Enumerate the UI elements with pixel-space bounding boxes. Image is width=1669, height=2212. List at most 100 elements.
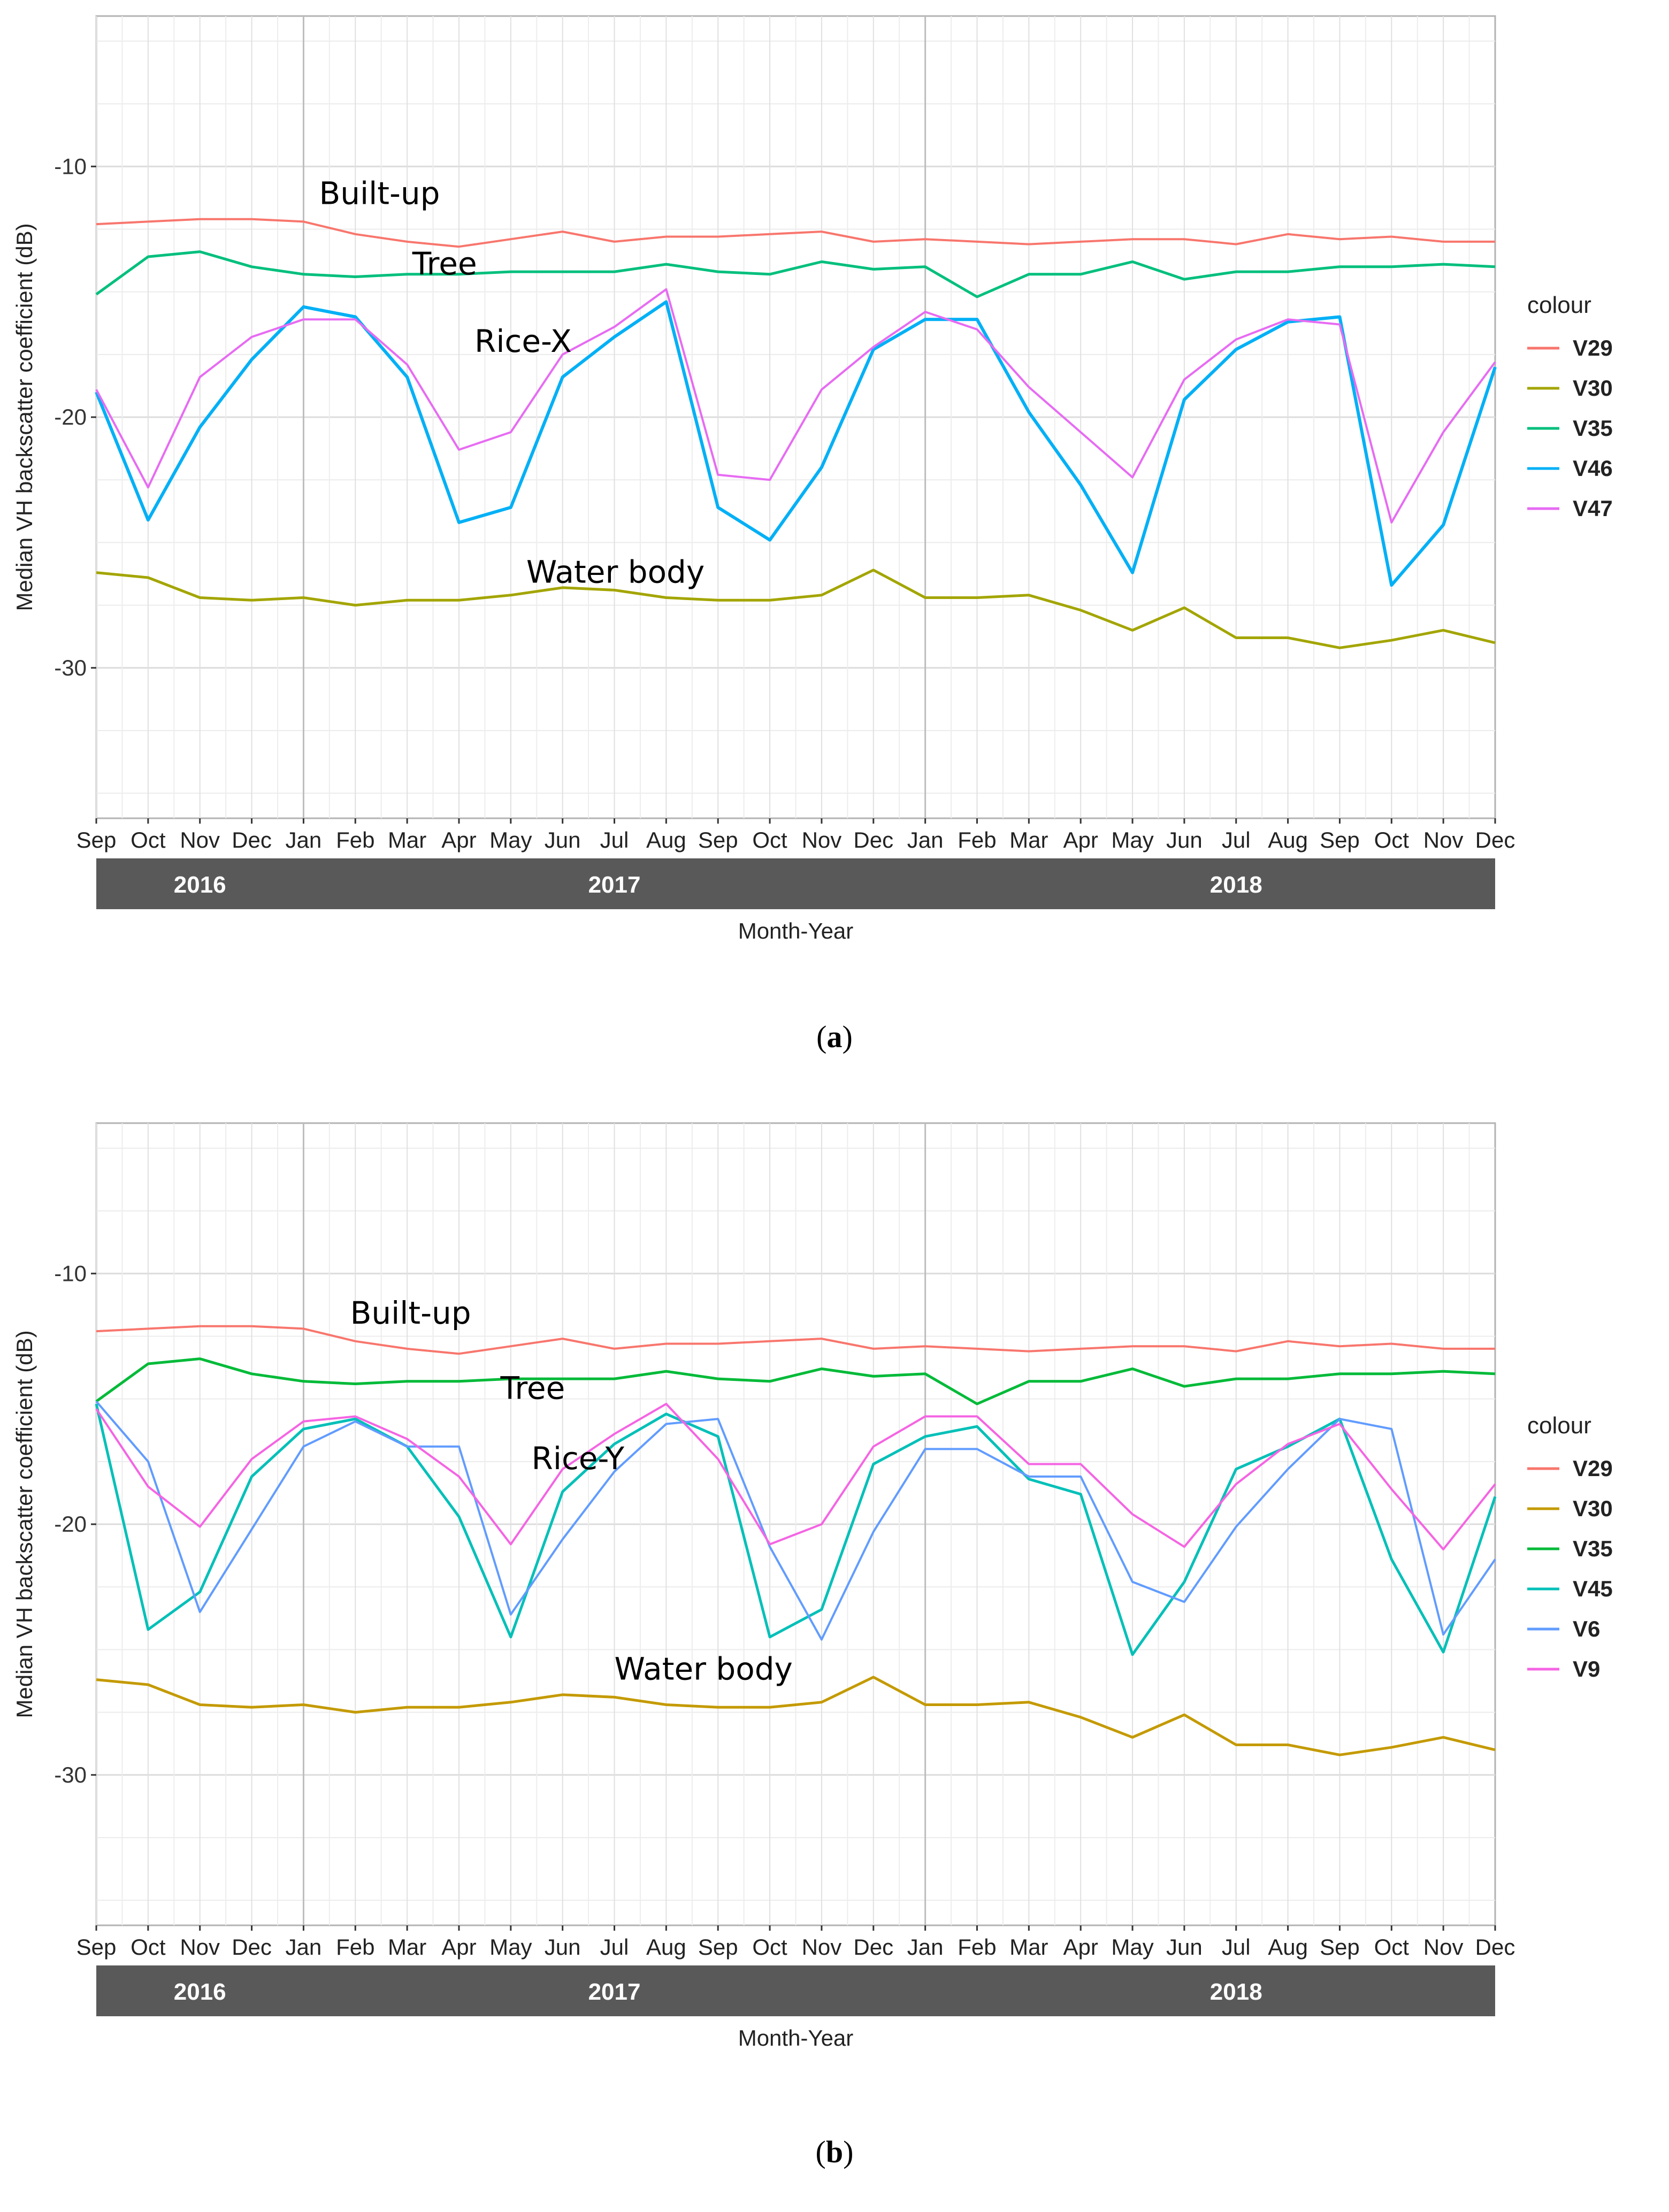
x-tick-label: Sep xyxy=(76,827,117,852)
chart-panel-b: -10 -20 -30 Sep Oct Nov Dec Jan Feb Mar Apr May Jun J… xyxy=(0,1107,1669,2070)
series-line-v30 xyxy=(96,569,1496,649)
x-tick-label: Dec xyxy=(232,1934,272,1960)
year-band-label: 2017 xyxy=(588,1979,641,2005)
x-tick-label: Oct xyxy=(131,1934,166,1960)
chart-panel-a: -10 -20 -30 Sep Oct Nov Dec Jan Feb Mar Apr May Jun J… xyxy=(0,0,1669,963)
series-line-v29 xyxy=(96,1325,1495,1355)
x-tick-label: Sep xyxy=(698,827,738,852)
line-chart-b: -10 -20 -30 Sep Oct Nov Dec Jan Feb Mar Apr May Jun J… xyxy=(12,1122,1613,2050)
series-line-v35 xyxy=(95,1357,1496,1405)
x-tick-label: Nov xyxy=(180,827,220,852)
x-tick-label: Apr xyxy=(1063,827,1098,852)
x-tick-label: May xyxy=(1111,827,1153,852)
legend-label-v35: V35 xyxy=(1573,1536,1613,1561)
y-tick-label: -10 xyxy=(54,1261,87,1286)
series-line-v46 xyxy=(95,300,1497,587)
x-tick-label: Oct xyxy=(752,827,787,852)
legend-label-v9: V9 xyxy=(1573,1656,1600,1681)
annotation-built-up: Built-up xyxy=(350,1295,471,1331)
series-line-v35 xyxy=(95,250,1496,298)
x-tick-label: May xyxy=(489,1934,532,1960)
x-tick-label: Sep xyxy=(698,1934,738,1960)
x-tick-label: Mar xyxy=(1009,827,1048,852)
x-tick-label: Sep xyxy=(1320,827,1360,852)
x-tick-label: Aug xyxy=(1268,827,1308,852)
x-tick-label: Sep xyxy=(76,1934,117,1960)
legend-label-v29: V29 xyxy=(1573,335,1613,360)
x-tick-label: Nov xyxy=(1423,827,1464,852)
y-axis-title: Median VH backscatter coefficient (dB) xyxy=(12,223,37,611)
x-tick-label: Mar xyxy=(1009,1934,1048,1960)
y-tick-label: -20 xyxy=(54,404,87,429)
x-tick-label: Feb xyxy=(336,827,374,852)
x-tick-label: Nov xyxy=(802,1934,842,1960)
x-tick-label: Oct xyxy=(752,1934,787,1960)
legend-label-v30: V30 xyxy=(1573,375,1613,401)
legend-label-v45: V45 xyxy=(1573,1576,1613,1601)
x-axis-title: Month-Year xyxy=(738,2025,854,2050)
x-tick-label: Jun xyxy=(1166,1934,1203,1960)
x-tick-label: Aug xyxy=(646,1934,686,1960)
series-line-v6 xyxy=(95,1400,1496,1641)
annotation-rice-y: Rice-Y xyxy=(532,1440,625,1477)
x-tick-label: Jun xyxy=(1166,827,1203,852)
annotation-tree: Tree xyxy=(412,245,477,282)
x-tick-label: Aug xyxy=(1268,1934,1308,1960)
x-tick-label: Dec xyxy=(1475,1934,1515,1960)
series-line-v30 xyxy=(96,1676,1496,1756)
legend-label-v35: V35 xyxy=(1573,416,1613,441)
x-tick-label: Jul xyxy=(1222,827,1251,852)
y-tick-label: -20 xyxy=(54,1511,87,1537)
x-tick-label: Feb xyxy=(958,1934,996,1960)
annotation-rice-x: Rice-X xyxy=(474,323,572,359)
year-band xyxy=(96,1965,1495,2016)
x-tick-label: Dec xyxy=(853,1934,893,1960)
x-axis-title: Month-Year xyxy=(738,918,854,943)
x-tick-label: Apr xyxy=(441,1934,476,1960)
y-axis-title: Median VH backscatter coefficient (dB) xyxy=(12,1330,37,1718)
series-line-v45 xyxy=(95,1403,1497,1656)
legend-label-v47: V47 xyxy=(1573,496,1613,521)
legend-label-v46: V46 xyxy=(1573,456,1613,481)
x-tick-label: Oct xyxy=(1374,1934,1410,1960)
x-tick-label: May xyxy=(489,827,532,852)
year-band xyxy=(96,858,1495,909)
annotation-water-body: Water body xyxy=(526,554,705,590)
y-tick-label: -10 xyxy=(54,153,87,179)
y-tick-label: -30 xyxy=(54,1762,87,1787)
x-tick-label: May xyxy=(1111,1934,1153,1960)
panel-caption-b: (b) xyxy=(815,2134,854,2169)
year-band-label: 2017 xyxy=(588,872,641,898)
x-tick-label: Apr xyxy=(1063,1934,1098,1960)
legend-label-v29: V29 xyxy=(1573,1456,1613,1481)
legend-label-v6: V6 xyxy=(1573,1616,1600,1641)
x-tick-label: Jan xyxy=(907,827,944,852)
x-tick-label: Dec xyxy=(853,827,893,852)
line-chart-a: -10 -20 -30 Sep Oct Nov Dec Jan Feb Mar Apr May Jun J… xyxy=(12,15,1613,943)
panel-caption-a: (a) xyxy=(816,1019,853,1054)
series-line-v29 xyxy=(96,218,1495,248)
y-tick-label: -30 xyxy=(54,655,87,680)
x-tick-label: Jan xyxy=(286,827,322,852)
annotation-tree: Tree xyxy=(500,1370,565,1407)
x-tick-label: Nov xyxy=(180,1934,220,1960)
year-band-label: 2016 xyxy=(174,872,226,898)
x-tick-label: Feb xyxy=(958,827,996,852)
x-tick-label: Jul xyxy=(600,827,629,852)
x-tick-label: Jan xyxy=(907,1934,944,1960)
x-tick-label: Mar xyxy=(388,1934,426,1960)
year-band-label: 2016 xyxy=(174,1979,226,2005)
year-band-label: 2018 xyxy=(1210,872,1262,898)
x-tick-label: Jan xyxy=(286,1934,322,1960)
legend-label-v30: V30 xyxy=(1573,1496,1613,1521)
x-tick-label: Jun xyxy=(545,1934,581,1960)
x-tick-label: Sep xyxy=(1320,1934,1360,1960)
x-tick-label: Feb xyxy=(336,1934,374,1960)
series-line-v47 xyxy=(95,288,1496,524)
legend-title: colour xyxy=(1527,292,1591,318)
annotation-built-up: Built-up xyxy=(319,175,440,212)
x-tick-label: Nov xyxy=(802,827,842,852)
series-line-v9 xyxy=(95,1403,1496,1550)
x-tick-label: Oct xyxy=(1374,827,1410,852)
x-tick-label: Oct xyxy=(131,827,166,852)
